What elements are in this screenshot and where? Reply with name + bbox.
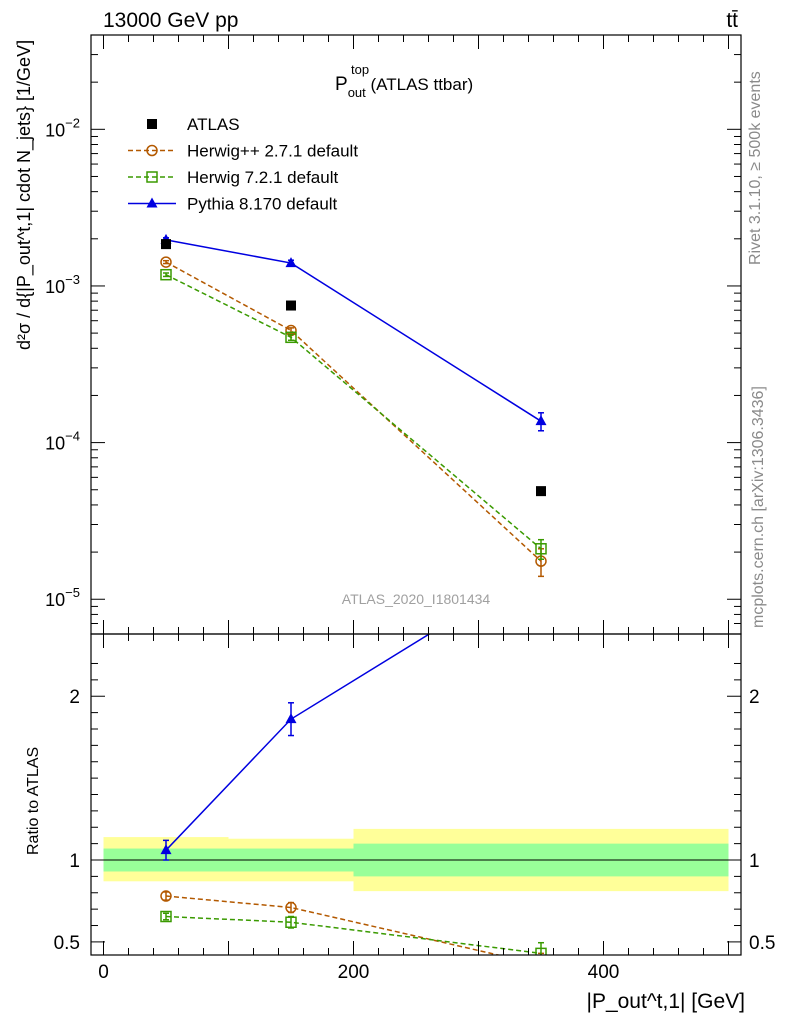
y-tick-base: 10 [45, 277, 65, 297]
data-point [536, 486, 546, 497]
x-tick-label: 400 [588, 962, 620, 983]
data-point [160, 910, 172, 923]
series-herwigpp [160, 890, 544, 955]
data-point [285, 713, 297, 724]
series-line-pythia [165, 239, 542, 422]
x-axis-label: |P_out^t,1| [GeV] [586, 990, 745, 1013]
y-tick-label: 10−3 [45, 272, 80, 297]
y-tick-exponent: −3 [65, 272, 80, 287]
y-tick-exponent: −2 [65, 115, 80, 130]
legend-label-herwig7: Herwig 7.2.1 default [187, 168, 338, 187]
main-title-main: P [335, 74, 348, 95]
data-point [535, 543, 547, 555]
data-point [285, 916, 297, 928]
y-tick-label: 10−2 [45, 115, 80, 140]
series-herwig7 [160, 910, 547, 955]
mcplots-label: mcplots.cern.ch [arXiv:1306.3436] [750, 386, 767, 628]
data-point [160, 256, 172, 268]
legend: ATLAS Herwig++ 2.7.1 default Herwig 7.2.1 … [128, 115, 358, 214]
main-plot-area [160, 233, 547, 578]
legend-marker-herwig7 [146, 171, 158, 183]
y-tick-label: 10−4 [45, 429, 80, 454]
series-pythia [160, 634, 431, 861]
series-herwigpp [160, 256, 547, 578]
series-data [161, 239, 546, 497]
data-point [286, 300, 296, 311]
y-tick-label: 10−5 [45, 585, 80, 610]
y-tick-exponent: −4 [65, 429, 80, 444]
legend-marker-pythia [146, 197, 158, 208]
legend-label-pythia: Pythia 8.170 default [187, 195, 338, 214]
header-right: tt̄ [726, 9, 738, 32]
data-point [285, 901, 297, 914]
series-line-pythia [165, 634, 431, 851]
main-title-sup: top [351, 62, 369, 77]
data-point [535, 947, 547, 955]
data-point [285, 331, 297, 344]
ratio-frame [90, 633, 742, 956]
series-line-herwig7 [165, 915, 542, 955]
legend-marker-data [147, 119, 157, 129]
ratio-y-tick-label-left: 2 [69, 687, 80, 708]
ratio-uncertainty-bands [91, 828, 741, 892]
ratio-y-tick-label-right: 0.5 [749, 933, 775, 954]
y-tick-base: 10 [45, 434, 65, 454]
y-tick-exponent: −5 [65, 585, 80, 600]
header-left: 13000 GeV pp [103, 9, 238, 32]
ratio-y-tick-label-right: 1 [749, 851, 760, 872]
data-point [161, 239, 171, 250]
series-pythia [160, 233, 547, 432]
x-tick-label: 0 [98, 962, 109, 983]
legend-label-herwigpp: Herwig++ 2.7.1 default [187, 142, 358, 161]
series-line-herwigpp [165, 261, 542, 562]
ratio-y-tick-label-right: 2 [749, 687, 760, 708]
data-point [160, 844, 172, 855]
data-point [160, 268, 172, 281]
ratio-y-tick-label-left: 0.5 [54, 933, 80, 954]
data-point [285, 257, 297, 268]
main-title-sub: out [348, 85, 366, 100]
main-title-rest: (ATLAS ttbar) [366, 75, 473, 94]
main-title: Pout (ATLAS ttbar) [335, 74, 473, 100]
rivet-label: Rivet 3.1.10, ≥ 500k events [747, 71, 764, 265]
x-tick-label: 200 [338, 962, 370, 983]
series-herwig7 [160, 268, 547, 561]
y-tick-base: 10 [45, 590, 65, 610]
legend-label-data: ATLAS [187, 115, 240, 134]
data-point [535, 415, 547, 426]
y-tick-base: 10 [45, 120, 65, 140]
ratio-y-axis-label: Ratio to ATLAS [25, 747, 42, 855]
series-line-herwigpp [165, 895, 502, 955]
ratio-plot-area [160, 634, 547, 955]
data-point [160, 890, 172, 902]
ratio-y-tick-label-left: 1 [69, 851, 80, 872]
legend-marker-herwigpp [146, 144, 158, 157]
main-y-axis-label: d²σ / d{|P_out^t,1| cdot N_jets} [1/GeV] [14, 40, 35, 350]
series-line-herwig7 [165, 274, 542, 550]
watermark: ATLAS_2020_I1801434 [342, 591, 491, 607]
